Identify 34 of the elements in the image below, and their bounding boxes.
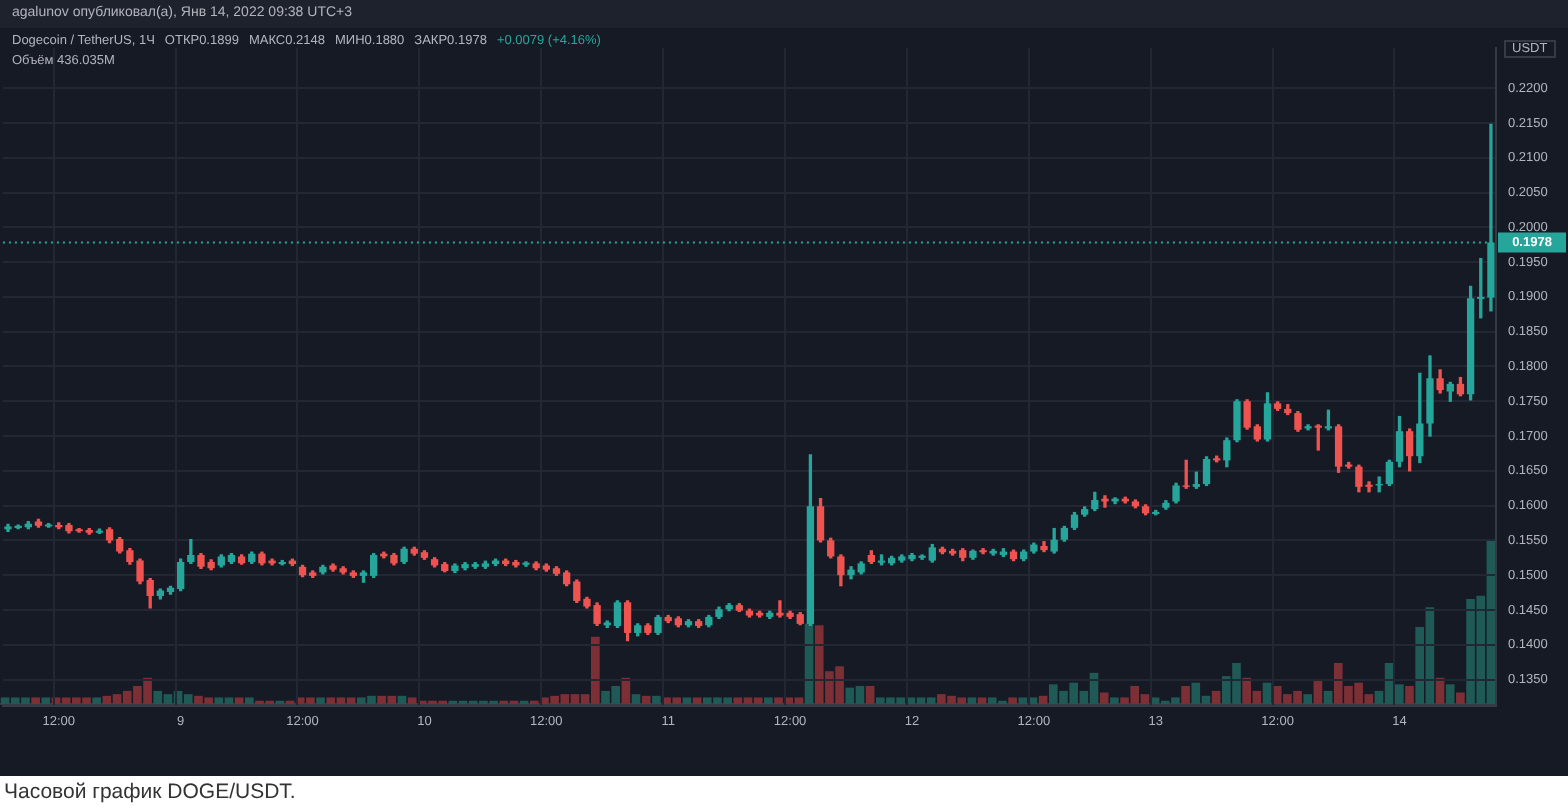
bar	[967, 697, 977, 704]
bar	[1323, 690, 1333, 704]
text: Часовой график DOGE/USDT.	[4, 780, 296, 804]
bar	[1456, 692, 1465, 704]
bar	[1099, 692, 1109, 704]
bar	[692, 697, 702, 704]
bar	[1405, 685, 1414, 704]
bar	[1445, 684, 1455, 704]
bar	[234, 697, 244, 704]
bar	[794, 697, 804, 704]
bar	[92, 697, 102, 704]
bar	[1313, 681, 1323, 704]
bar	[31, 697, 40, 704]
bar	[631, 694, 641, 704]
bar	[1008, 697, 1017, 704]
bar	[306, 697, 315, 704]
bar	[1211, 690, 1221, 704]
bar	[865, 685, 875, 704]
bar	[1110, 697, 1119, 704]
bar	[245, 697, 254, 704]
bar	[977, 697, 987, 704]
bar	[682, 697, 692, 704]
bar	[1038, 695, 1048, 704]
bar	[397, 695, 407, 704]
bar	[641, 695, 651, 704]
bar	[764, 697, 773, 704]
bar	[672, 697, 682, 704]
bar	[407, 697, 417, 704]
bar	[1303, 694, 1313, 704]
bar	[316, 697, 325, 704]
bar	[1181, 685, 1190, 704]
bar	[1262, 682, 1272, 704]
bar	[41, 697, 51, 704]
bar	[652, 695, 661, 704]
